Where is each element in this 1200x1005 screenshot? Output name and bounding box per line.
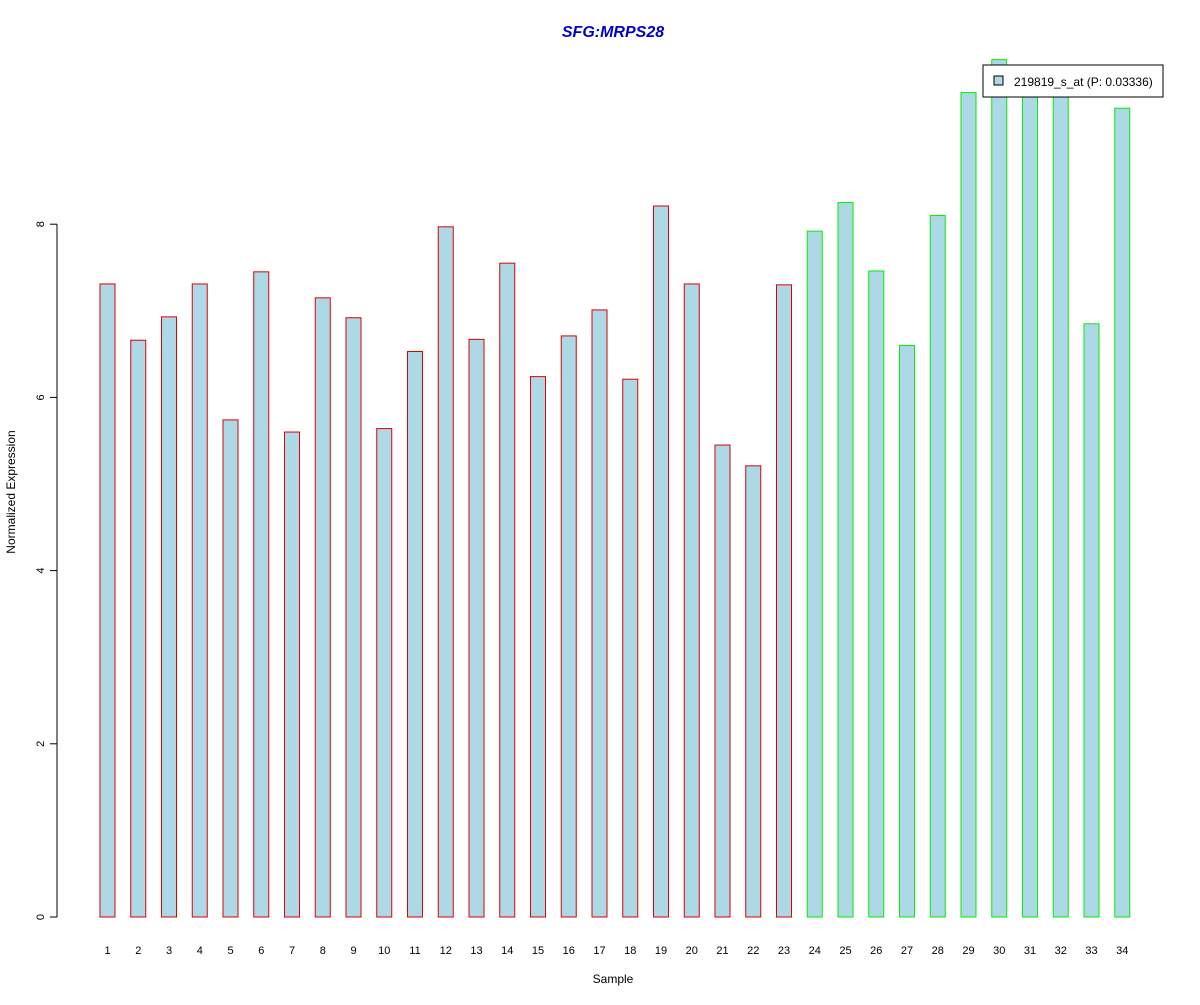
y-tick-label: 6 bbox=[35, 394, 47, 400]
x-tick-label: 26 bbox=[870, 945, 882, 957]
bar bbox=[714, 444, 731, 918]
x-tick-label: 11 bbox=[409, 945, 420, 957]
bar bbox=[1114, 107, 1131, 918]
legend-swatch bbox=[993, 75, 1004, 86]
legend: 219819_s_at (P: 0.03336) bbox=[982, 64, 1164, 98]
x-tick-label: 22 bbox=[747, 945, 759, 957]
x-tick-label: 12 bbox=[440, 945, 452, 957]
bar bbox=[468, 338, 485, 918]
x-tick-label: 4 bbox=[197, 945, 203, 957]
x-tick-label: 34 bbox=[1116, 945, 1128, 957]
bar bbox=[130, 339, 147, 918]
bar bbox=[622, 378, 639, 918]
y-tick-label: 8 bbox=[35, 221, 47, 227]
bar bbox=[991, 59, 1008, 918]
bar bbox=[960, 92, 977, 918]
bar bbox=[837, 202, 854, 918]
y-axis-label: Normalized Expression bbox=[4, 430, 18, 553]
bar bbox=[99, 283, 116, 918]
bar bbox=[284, 431, 300, 918]
bar bbox=[499, 262, 516, 918]
x-tick-label: 3 bbox=[166, 945, 172, 957]
y-tick-label: 2 bbox=[35, 741, 47, 747]
x-tick-label: 13 bbox=[470, 945, 482, 957]
legend-label: 219819_s_at (P: 0.03336) bbox=[1014, 75, 1153, 89]
bar bbox=[191, 283, 208, 918]
bar bbox=[806, 230, 823, 918]
x-tick-label: 7 bbox=[289, 945, 295, 957]
bar bbox=[929, 215, 946, 918]
x-tick-label: 27 bbox=[901, 945, 913, 957]
bar bbox=[1052, 72, 1069, 918]
bar bbox=[407, 351, 423, 918]
bar bbox=[222, 419, 239, 918]
x-tick-label: 24 bbox=[809, 945, 821, 957]
bar bbox=[314, 297, 331, 918]
x-tick-label: 31 bbox=[1024, 945, 1036, 957]
bar bbox=[1083, 323, 1100, 918]
chart-title: SFG:MRPS28 bbox=[562, 24, 664, 41]
x-tick-label: 30 bbox=[993, 945, 1005, 957]
bar bbox=[1022, 83, 1038, 918]
x-tick-label: 18 bbox=[624, 945, 636, 957]
x-tick-labels: 1 2 3 4 5 6 7 8 9 10 11 12 13 14 15 16 17 18 19 20 21 22 23 24 2… bbox=[104, 945, 1128, 957]
bar bbox=[899, 344, 915, 918]
x-tick-label: 32 bbox=[1055, 945, 1067, 957]
x-tick-label: 29 bbox=[962, 945, 974, 957]
x-tick-label: 20 bbox=[686, 945, 698, 957]
x-tick-label: 25 bbox=[839, 945, 851, 957]
bar bbox=[776, 284, 792, 918]
bar bbox=[653, 205, 669, 918]
x-tick-label: 16 bbox=[563, 945, 575, 957]
x-tick-label: 23 bbox=[778, 945, 790, 957]
x-tick-label: 10 bbox=[378, 945, 390, 957]
x-axis-label: Sample bbox=[593, 972, 634, 986]
x-tick-label: 21 bbox=[716, 945, 728, 957]
bar bbox=[591, 309, 608, 918]
x-tick-label: 15 bbox=[532, 945, 544, 957]
bar bbox=[530, 376, 546, 918]
bar bbox=[560, 335, 577, 918]
bar bbox=[253, 271, 270, 918]
y-tick-label: 4 bbox=[35, 568, 47, 574]
x-tick-label: 5 bbox=[227, 945, 233, 957]
x-tick-label: 19 bbox=[655, 945, 667, 957]
x-tick-label: 14 bbox=[501, 945, 513, 957]
bar bbox=[345, 317, 362, 918]
y-tick-label: 0 bbox=[35, 914, 47, 920]
x-tick-label: 1 bbox=[104, 945, 110, 957]
bar bbox=[868, 270, 885, 918]
bar bbox=[376, 428, 393, 918]
x-tick-label: 33 bbox=[1085, 945, 1097, 957]
bar bbox=[161, 316, 177, 918]
legend-box bbox=[982, 64, 1164, 98]
x-tick-label: 8 bbox=[320, 945, 326, 957]
x-tick-label: 2 bbox=[135, 945, 141, 957]
x-tick-label: 9 bbox=[350, 945, 356, 957]
x-tick-label: 17 bbox=[593, 945, 605, 957]
y-axis: 0 2 4 6 8 bbox=[35, 221, 58, 920]
bar bbox=[683, 283, 700, 918]
bar bbox=[745, 465, 762, 918]
x-tick-label: 6 bbox=[258, 945, 264, 957]
bars bbox=[99, 59, 1131, 918]
x-tick-label: 28 bbox=[932, 945, 944, 957]
bar bbox=[437, 226, 454, 918]
